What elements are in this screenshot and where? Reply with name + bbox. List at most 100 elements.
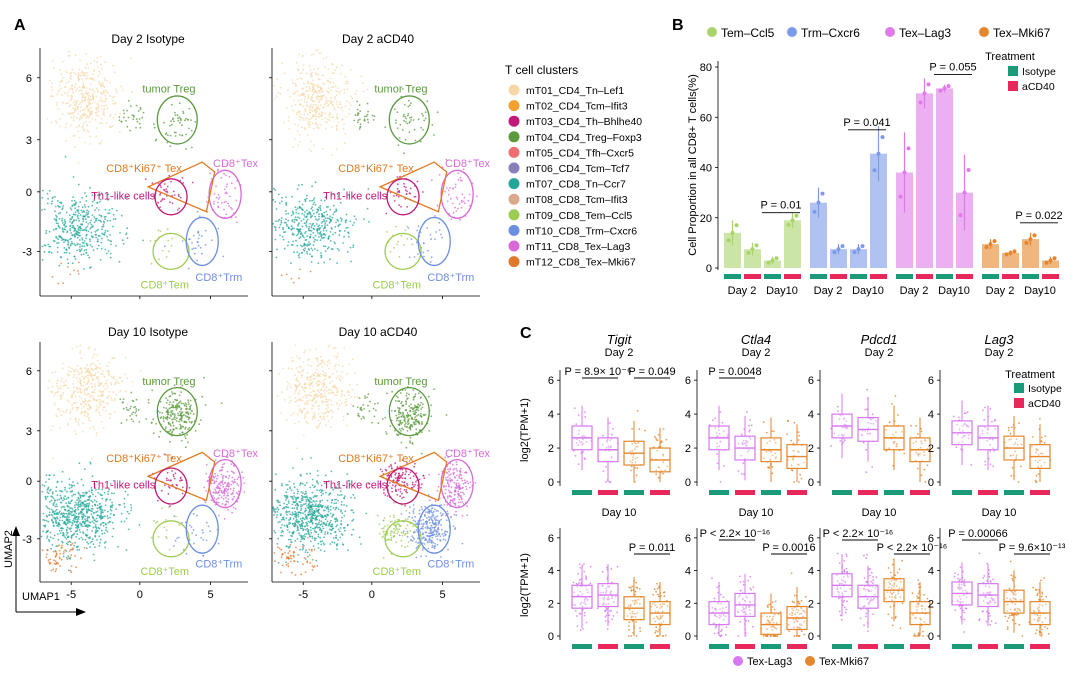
umap-point: [95, 119, 97, 121]
umap-point: [126, 227, 128, 229]
umap-point: [166, 419, 168, 421]
umap-point: [327, 118, 329, 120]
umap-point: [318, 52, 320, 54]
umap-point: [71, 487, 73, 489]
umap-point: [306, 499, 308, 501]
umap-point: [100, 384, 102, 386]
umap-point: [285, 496, 287, 498]
umap-point: [331, 86, 333, 88]
umap-point: [403, 114, 405, 116]
umap-point: [310, 75, 312, 77]
umap-point: [311, 395, 313, 397]
umap-point: [81, 114, 83, 116]
umap-point: [325, 217, 327, 219]
umap-point: [330, 506, 332, 508]
umap-point: [80, 497, 82, 499]
umap-point: [125, 391, 127, 393]
umap-point: [407, 415, 409, 417]
umap-point: [331, 502, 333, 504]
umap-point: [177, 114, 179, 116]
umap-point: [112, 100, 114, 102]
umap-point: [83, 378, 85, 380]
umap-point: [311, 215, 313, 217]
umap-point: [127, 237, 129, 239]
umap-point: [170, 414, 172, 416]
umap-point: [79, 249, 81, 251]
umap-point: [291, 105, 293, 107]
umap-point: [313, 213, 315, 215]
umap-point: [71, 512, 73, 514]
umap-point: [74, 506, 76, 508]
umap-point: [68, 81, 70, 83]
umap-point: [73, 234, 75, 236]
umap-point: [335, 535, 337, 537]
umap-point: [228, 483, 230, 485]
umap-point: [107, 531, 109, 533]
umap-point: [78, 232, 80, 234]
umap-point: [68, 401, 70, 403]
umap-point: [236, 200, 238, 202]
umap-point: [320, 514, 322, 516]
umap-point: [274, 512, 276, 514]
umap-point: [70, 72, 72, 74]
umap-point: [455, 184, 457, 186]
umap-point: [57, 518, 59, 520]
umap-point: [102, 498, 104, 500]
umap-point: [323, 384, 325, 386]
umap-point: [158, 436, 160, 438]
umap-point: [49, 540, 51, 542]
umap-point: [357, 396, 359, 398]
umap-point: [330, 78, 332, 80]
umap-point: [336, 545, 338, 547]
umap-point: [98, 412, 100, 414]
umap-point: [444, 191, 446, 193]
umap-point: [411, 238, 413, 240]
umap-point: [441, 237, 443, 239]
umap-point: [169, 417, 171, 419]
umap-point: [326, 100, 328, 102]
umap-point: [341, 64, 343, 66]
umap-point: [340, 527, 342, 529]
umap-point: [297, 489, 299, 491]
umap-point: [72, 135, 74, 137]
umap-point: [93, 379, 95, 381]
umap-point: [89, 346, 91, 348]
umap-point: [276, 257, 278, 259]
umap-point: [301, 387, 303, 389]
umap-point: [98, 385, 100, 387]
umap-point: [413, 466, 415, 468]
umap-point: [72, 543, 74, 545]
umap-point: [329, 529, 331, 531]
umap-point: [293, 93, 295, 95]
umap-point: [312, 83, 314, 85]
umap-x-tick-label: -5: [66, 589, 76, 601]
umap-point: [232, 471, 234, 473]
umap-point: [329, 119, 331, 121]
umap-point: [286, 514, 288, 516]
umap-point: [318, 218, 320, 220]
umap-point: [281, 519, 283, 521]
umap-point: [406, 123, 408, 125]
umap-point: [88, 509, 90, 511]
umap-point: [297, 413, 299, 415]
umap-point: [291, 278, 293, 280]
umap-point: [111, 399, 113, 401]
umap-point: [281, 62, 283, 64]
umap-point: [437, 111, 439, 113]
umap-point: [417, 181, 419, 183]
umap-point: [200, 419, 202, 421]
umap-point: [105, 104, 107, 106]
umap-point: [397, 241, 399, 243]
umap-point: [229, 475, 231, 477]
umap-point: [325, 128, 327, 130]
umap-point: [61, 378, 63, 380]
umap-point: [70, 124, 72, 126]
umap-point: [82, 206, 84, 208]
umap-point: [77, 209, 79, 211]
umap-point: [318, 389, 320, 391]
umap-point: [352, 494, 354, 496]
umap-point: [185, 402, 187, 404]
umap-point: [286, 506, 288, 508]
umap-point: [304, 417, 306, 419]
umap-point: [334, 518, 336, 520]
